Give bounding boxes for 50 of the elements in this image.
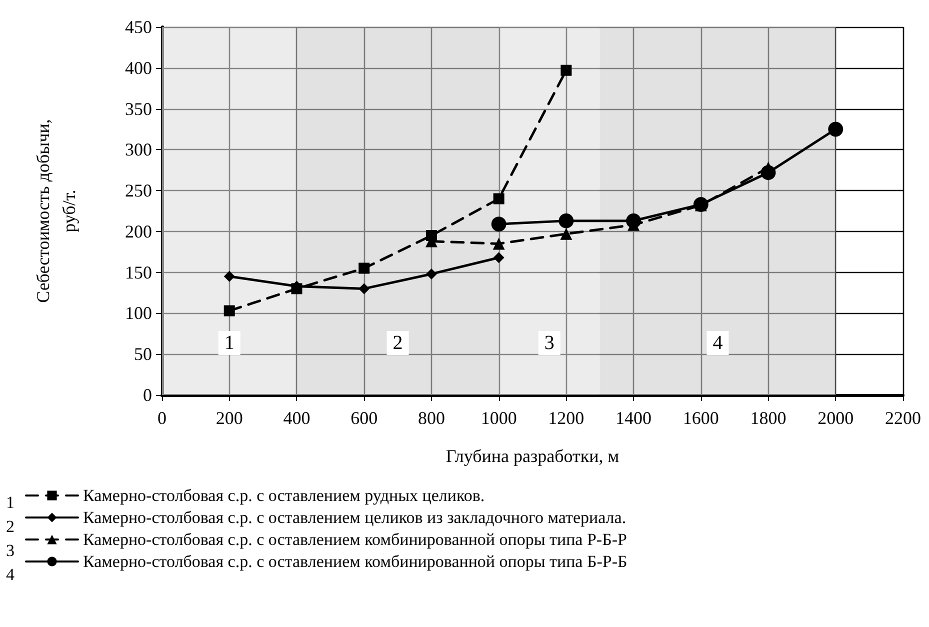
y-tick-label: 0 bbox=[143, 385, 152, 405]
y-tick-label: 250 bbox=[125, 180, 152, 201]
y-tick-label: 150 bbox=[125, 262, 152, 282]
x-tick-label: 1800 bbox=[750, 408, 786, 428]
point bbox=[358, 262, 370, 274]
y-axis-title: Себестоимость добычи, руб/т. bbox=[33, 119, 79, 303]
text: 3 bbox=[6, 541, 14, 560]
legend-label: Камерно-столбовая с.р. с оставлением комбинированной опоры типа Р-Б-Р bbox=[83, 530, 627, 549]
band-label: 3 bbox=[544, 332, 554, 354]
x-tick-label: 2000 bbox=[818, 408, 854, 428]
x-tick-label: 0 bbox=[158, 408, 166, 428]
point bbox=[492, 238, 505, 250]
y-tick-label: 400 bbox=[125, 58, 152, 78]
y-tick-label: 200 bbox=[125, 221, 152, 242]
x-tick-label: 800 bbox=[418, 408, 445, 428]
y-tick-label: 100 bbox=[125, 303, 152, 324]
x-tick-label: 1400 bbox=[616, 408, 652, 428]
point bbox=[560, 64, 572, 76]
text: 1 bbox=[6, 493, 14, 512]
text: 2 bbox=[6, 517, 14, 536]
y-tick-label: 350 bbox=[125, 98, 152, 119]
x-tick-label: 200 bbox=[216, 408, 243, 428]
band-label: 4 bbox=[712, 332, 723, 354]
legend-label: Камерно-столбовая с.р. с оставлением комбинированной опоры типа Б-Р-Б bbox=[83, 552, 628, 571]
point bbox=[426, 268, 437, 280]
text: 4 bbox=[6, 565, 15, 584]
point bbox=[491, 216, 506, 232]
point bbox=[560, 228, 572, 240]
point bbox=[426, 230, 437, 242]
x-tick-label: 400 bbox=[283, 408, 310, 428]
point bbox=[358, 283, 370, 294]
x-tick-label: 1200 bbox=[548, 408, 584, 428]
y-tick-label: 300 bbox=[125, 140, 152, 160]
x-axis-title: Глубина разработки, м bbox=[446, 446, 620, 466]
point bbox=[224, 270, 235, 282]
x-tick-label: 1600 bbox=[682, 408, 719, 428]
legend-label: Камерно-столбовая с.р. с оставлением рудных целиков. bbox=[83, 486, 485, 505]
band-label: 1 bbox=[224, 332, 234, 354]
x-tick-label: 1000 bbox=[480, 408, 517, 428]
point bbox=[558, 213, 574, 228]
point bbox=[224, 305, 235, 316]
y-tick-label: 50 bbox=[134, 344, 152, 364]
x-tick-label: 2200 bbox=[885, 408, 921, 428]
point bbox=[493, 252, 504, 264]
y-tick-label: 450 bbox=[125, 17, 152, 37]
band-label: 2 bbox=[392, 332, 403, 354]
x-tick-label: 600 bbox=[350, 408, 378, 428]
point bbox=[493, 193, 504, 204]
legend-label: Камерно-столбовая с.р. с оставлением целиков из закладочного материала. bbox=[83, 508, 626, 527]
point bbox=[828, 122, 844, 137]
